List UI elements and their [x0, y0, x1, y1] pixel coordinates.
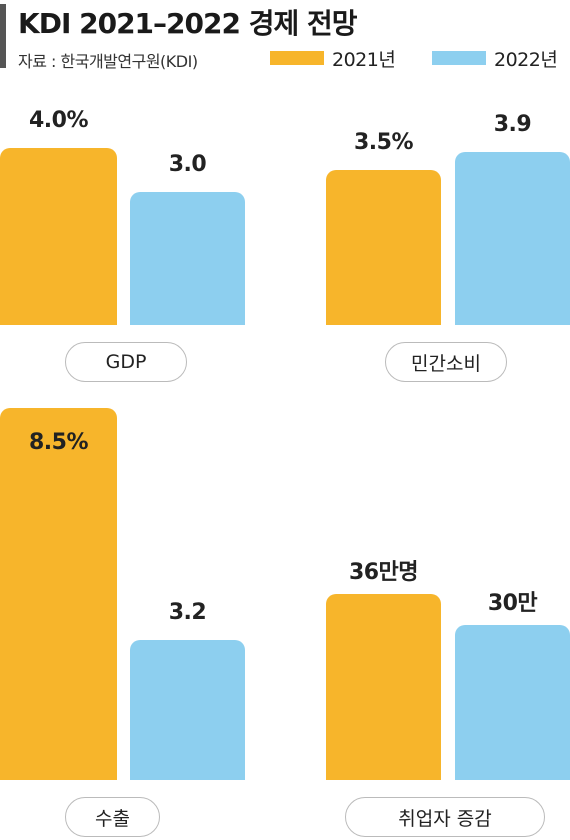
legend-label-2021: 2021년	[332, 48, 396, 71]
source-note: 자료 : 한국개발연구원(KDI)	[18, 52, 198, 71]
category-label-0: GDP	[65, 342, 187, 382]
category-label-3: 취업자 증감	[345, 797, 545, 837]
page-title: KDI 2021–2022 경제 전망	[18, 7, 358, 40]
legend-label-2022: 2022년	[494, 48, 558, 71]
category-label-2: 수출	[65, 797, 160, 837]
legend-swatch-2021	[270, 51, 324, 65]
bar-0-1	[130, 192, 245, 325]
bar-3-0	[326, 594, 441, 780]
value-label-1-0: 3.5%	[353, 129, 414, 155]
bar-2-0	[0, 408, 117, 780]
category-label-1: 민간소비	[385, 342, 507, 382]
bar-0-0	[0, 148, 117, 325]
value-label-3-1: 30만	[487, 591, 538, 616]
title-accent-bar	[0, 4, 6, 68]
bar-3-1	[455, 625, 570, 780]
value-label-3-0: 36만명	[348, 560, 419, 585]
legend-item-2022: 2022년	[432, 46, 558, 71]
bar-2-1	[130, 639, 245, 780]
value-label-1-1: 3.9	[493, 112, 532, 137]
value-label-2-0: 8.5%	[28, 430, 89, 455]
legend-item-2021: 2021년	[270, 46, 396, 71]
bar-1-0	[326, 169, 441, 325]
legend-swatch-2022	[432, 51, 486, 65]
value-label-0-0: 4.0%	[28, 108, 89, 133]
bar-1-1	[455, 152, 570, 325]
value-label-2-1: 3.2	[168, 599, 207, 625]
value-label-0-1: 3.0	[168, 152, 207, 178]
